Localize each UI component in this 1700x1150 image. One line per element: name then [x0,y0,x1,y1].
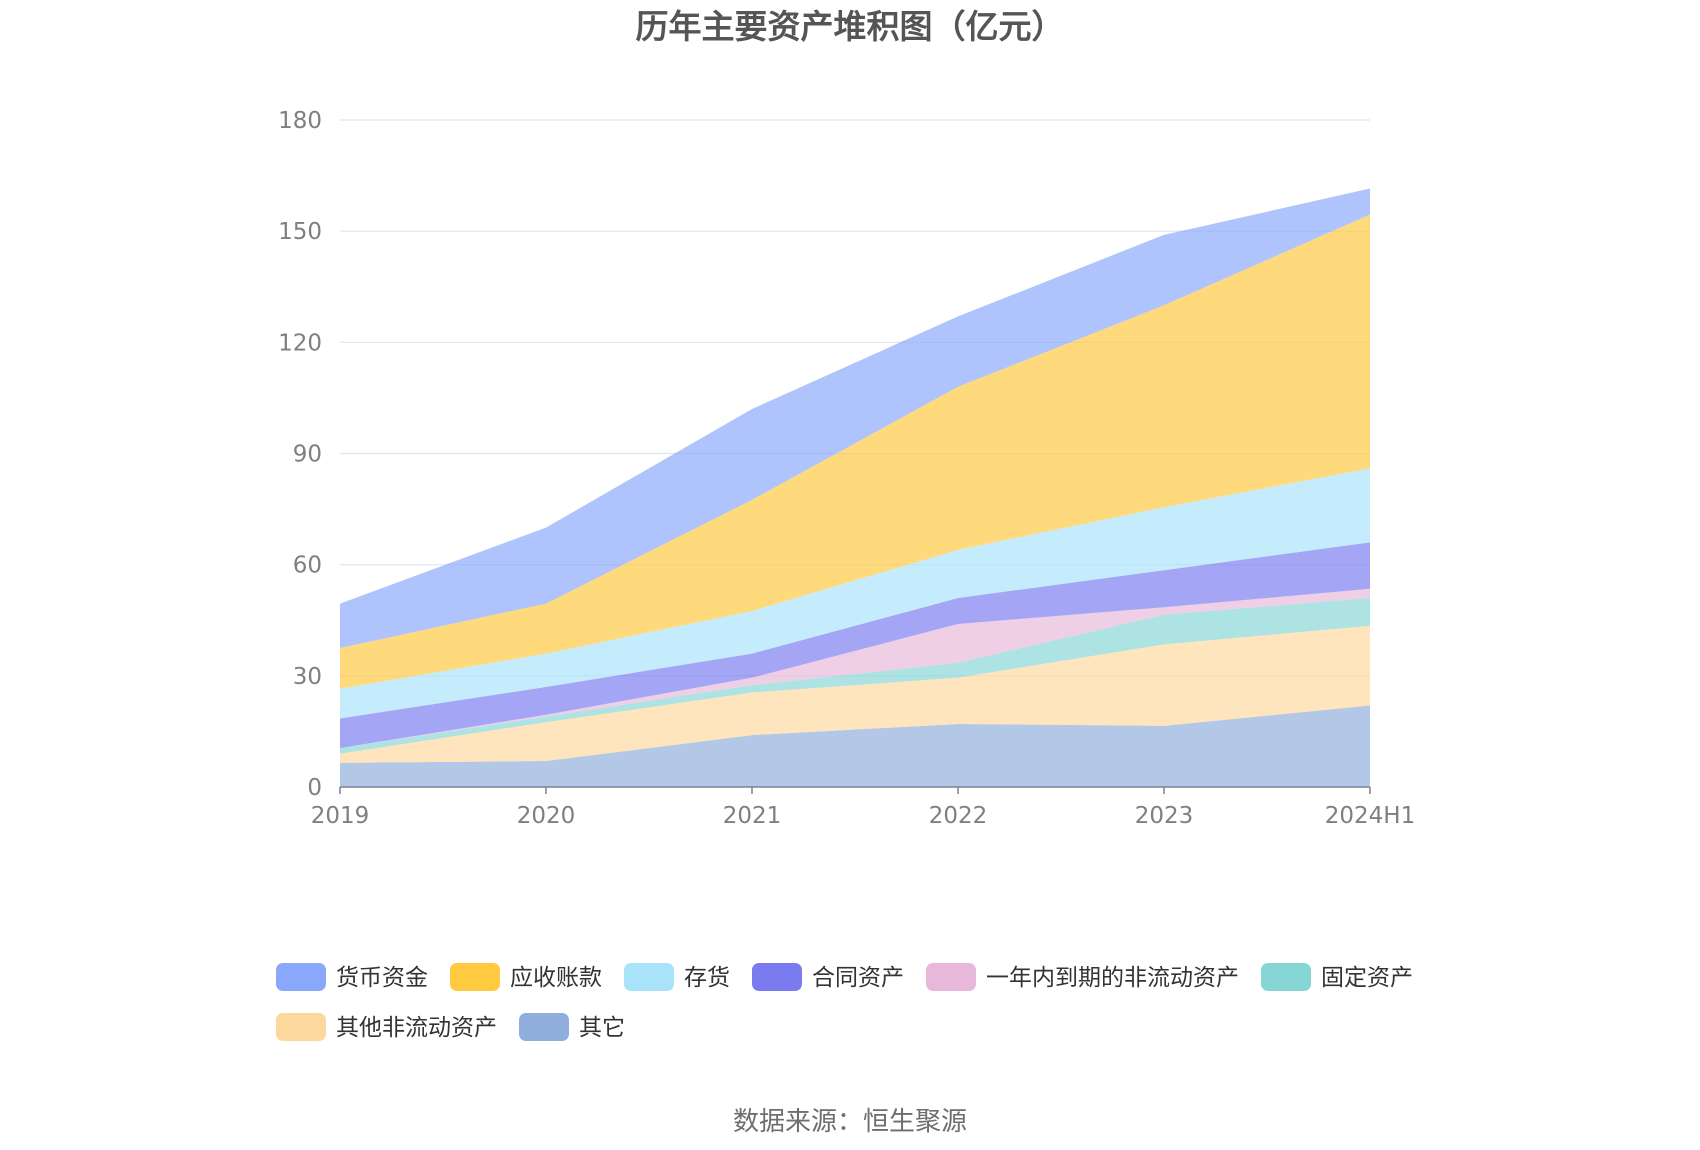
legend-swatch [276,963,326,991]
legend-swatch [624,963,674,991]
area-series [340,188,1370,787]
x-tick-label: 2020 [517,803,576,829]
data-source: 数据来源：恒生聚源 [733,1107,967,1137]
x-tick-label: 2021 [723,803,782,829]
y-tick-label: 0 [307,775,322,801]
legend-swatch [926,963,976,991]
area-series-fill [340,188,1370,649]
area-series-fill [340,625,1370,763]
area-series-fill [340,598,1370,754]
area-series-fill [340,542,1370,749]
legend-label: 一年内到期的非流动资产 [986,965,1239,991]
area-series-fill [340,588,1370,749]
x-axis: 2019 2020 2021 2022 2023 2024H1 [311,786,1415,829]
legend-label: 其他非流动资产 [336,1015,497,1041]
legend-label: 应收账款 [510,965,602,991]
x-tick-label: 2023 [1135,803,1194,829]
y-tick-label: 120 [278,330,322,356]
y-tick-label: 90 [293,442,322,468]
area-series-fill [340,214,1370,689]
y-tick-label: 150 [278,219,322,245]
legend-swatch [450,963,500,991]
legend-label: 货币资金 [336,965,428,991]
y-tick-label: 30 [293,664,322,690]
y-tick-label: 180 [278,108,322,134]
legend-swatch [752,963,802,991]
area-series-fill [340,705,1370,787]
legend-label: 合同资产 [812,965,904,991]
legend-label: 存货 [684,965,730,991]
x-tick-label: 2019 [311,803,370,829]
legend-swatch [276,1013,326,1041]
y-tick-label: 60 [293,553,322,579]
x-tick-label: 2024H1 [1325,803,1415,829]
legend-label: 其它 [579,1015,625,1041]
y-axis: 0 30 60 90 120 150 180 [278,108,322,801]
area-series-fill [340,468,1370,719]
x-tick-label: 2022 [929,803,988,829]
chart-title: 历年主要资产堆积图（亿元） [636,7,1065,46]
legend-swatch [1261,963,1311,991]
legend-label: 固定资产 [1321,965,1413,991]
legend-swatch [519,1013,569,1041]
